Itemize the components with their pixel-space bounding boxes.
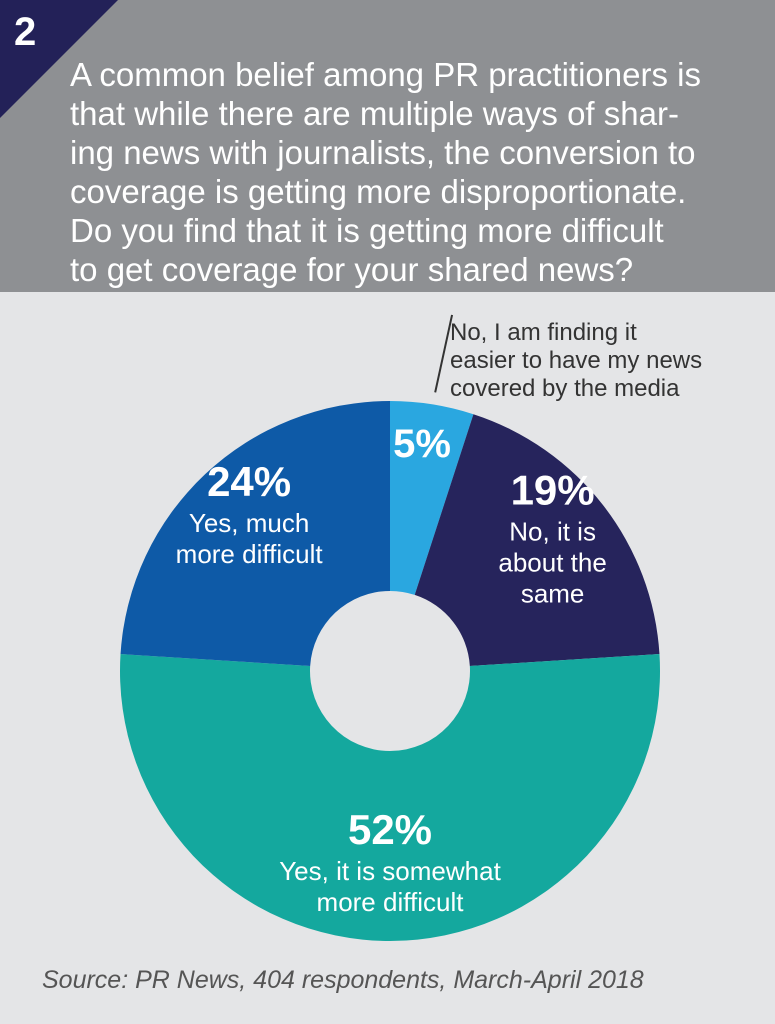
question-line: A common belief among PR practitioners i… bbox=[70, 56, 701, 93]
question-header: 2 A common belief among PR practitioners… bbox=[0, 0, 775, 292]
slice-percent-label: 24% bbox=[207, 458, 291, 505]
slice-name-label: about the bbox=[498, 547, 606, 577]
slice-name-label: No, I am finding it bbox=[450, 319, 637, 346]
source-note: Source: PR News, 404 respondents, March-… bbox=[42, 966, 644, 994]
slice-name-label: covered by the media bbox=[450, 375, 680, 402]
chart-area: 5% No, I am finding it easier to have my n… bbox=[0, 292, 775, 992]
slice-name-label: more difficult bbox=[317, 887, 465, 917]
leader-line bbox=[434, 314, 454, 393]
slice-5-percent bbox=[390, 401, 474, 595]
slice-name-label: same bbox=[521, 578, 585, 608]
question-line: to get coverage for your shared news? bbox=[70, 251, 634, 288]
question-number-badge bbox=[0, 0, 118, 118]
slice-percent-label: 19% bbox=[511, 466, 595, 513]
slice-name-label: easier to have my news bbox=[450, 347, 702, 374]
slice-52-percent bbox=[120, 654, 661, 941]
question-line: that while there are multiple ways of sh… bbox=[70, 95, 679, 132]
slice-24-percent bbox=[120, 401, 391, 666]
slice-19-percent bbox=[414, 414, 660, 666]
question-number: 2 bbox=[14, 10, 37, 54]
slice-percent-label: 52% bbox=[348, 806, 432, 853]
slice-name-label: Yes, it is somewhat bbox=[279, 856, 501, 886]
slice-name-label: No, it is bbox=[509, 516, 596, 546]
question-text: A common belief among PR practitioners i… bbox=[70, 55, 760, 289]
slice-name-label: more difficult bbox=[176, 539, 324, 569]
slice-percent-label: 5% bbox=[393, 422, 451, 466]
question-line: coverage is getting more disproportionat… bbox=[70, 173, 687, 210]
slice-name-label: Yes, much bbox=[189, 508, 309, 538]
badge-triangle bbox=[0, 0, 118, 118]
question-line: ing news with journalists, the conversio… bbox=[70, 134, 696, 171]
question-line: Do you find that it is getting more diff… bbox=[70, 212, 664, 249]
